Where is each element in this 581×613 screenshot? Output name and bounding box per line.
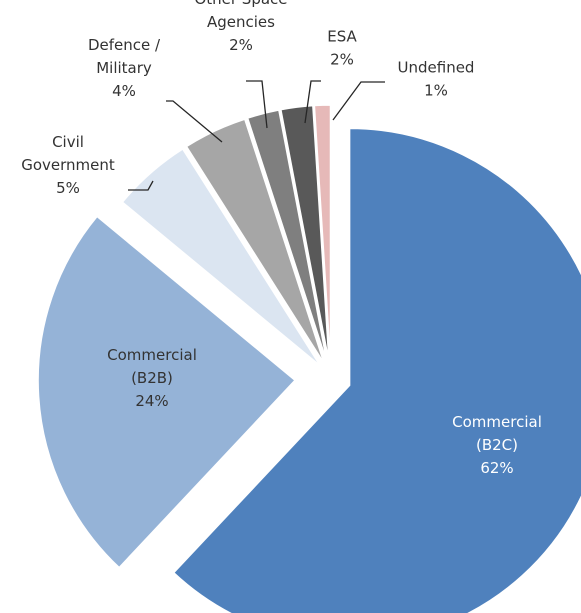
data-label-commercial-b2c: Commercial (B2C) 62% <box>452 413 542 477</box>
leader-line-other-space-agencies <box>246 80 268 129</box>
data-label-line: Military <box>96 59 152 77</box>
leader-line-esa <box>304 80 321 124</box>
data-label-line: (B2C) <box>476 436 518 454</box>
data-label-line: Defence / <box>88 36 161 54</box>
data-label-line: Agencies <box>207 13 275 31</box>
data-label-line: Commercial <box>107 346 197 364</box>
data-label-line: 24% <box>135 392 168 410</box>
pie-slice-undefined <box>313 104 332 363</box>
pie-slice-esa <box>279 104 330 363</box>
pie-slice-civil-government <box>121 147 322 367</box>
slices-layer <box>37 104 581 613</box>
pie-slice-defence-military <box>185 118 325 364</box>
data-label-civil-government: Civil Government 5% <box>21 133 115 197</box>
data-label-undefined: Undefined 1% <box>398 59 475 100</box>
pie-slice-other-space-agencies <box>246 109 328 363</box>
leader-line-civil-government <box>128 180 154 191</box>
data-label-commercial-b2b: Commercial (B2B) 24% <box>107 346 197 410</box>
data-label-line: ESA <box>327 28 357 46</box>
data-label-line: 62% <box>480 459 513 477</box>
data-label-other-space-agencies: Other Space Agencies 2% <box>194 0 287 54</box>
leader-line-undefined <box>332 81 385 121</box>
data-label-line: (B2B) <box>131 369 173 387</box>
leader-lines-layer <box>128 80 385 191</box>
data-label-line: Civil <box>52 133 84 151</box>
data-label-line: 4% <box>112 82 136 100</box>
data-label-line: 2% <box>330 51 354 69</box>
data-label-line: Commercial <box>452 413 542 431</box>
data-label-line: 1% <box>424 82 448 100</box>
data-label-line: 5% <box>56 179 80 197</box>
data-label-line: Other Space <box>194 0 287 8</box>
pie-slice-commercial-b2b <box>37 215 297 569</box>
pie-slice-commercial-b2c <box>172 127 581 613</box>
data-label-line: 2% <box>229 36 253 54</box>
data-label-line: Government <box>21 156 115 174</box>
data-label-esa: ESA 2% <box>327 28 357 69</box>
data-label-line: Undefined <box>398 59 475 77</box>
leader-line-defence-military <box>166 100 223 143</box>
labels-layer: Commercial (B2C) 62% Commercial (B2B) 24% Civi… <box>21 0 542 477</box>
data-label-defence-military: Defence / Military 4% <box>88 36 161 100</box>
